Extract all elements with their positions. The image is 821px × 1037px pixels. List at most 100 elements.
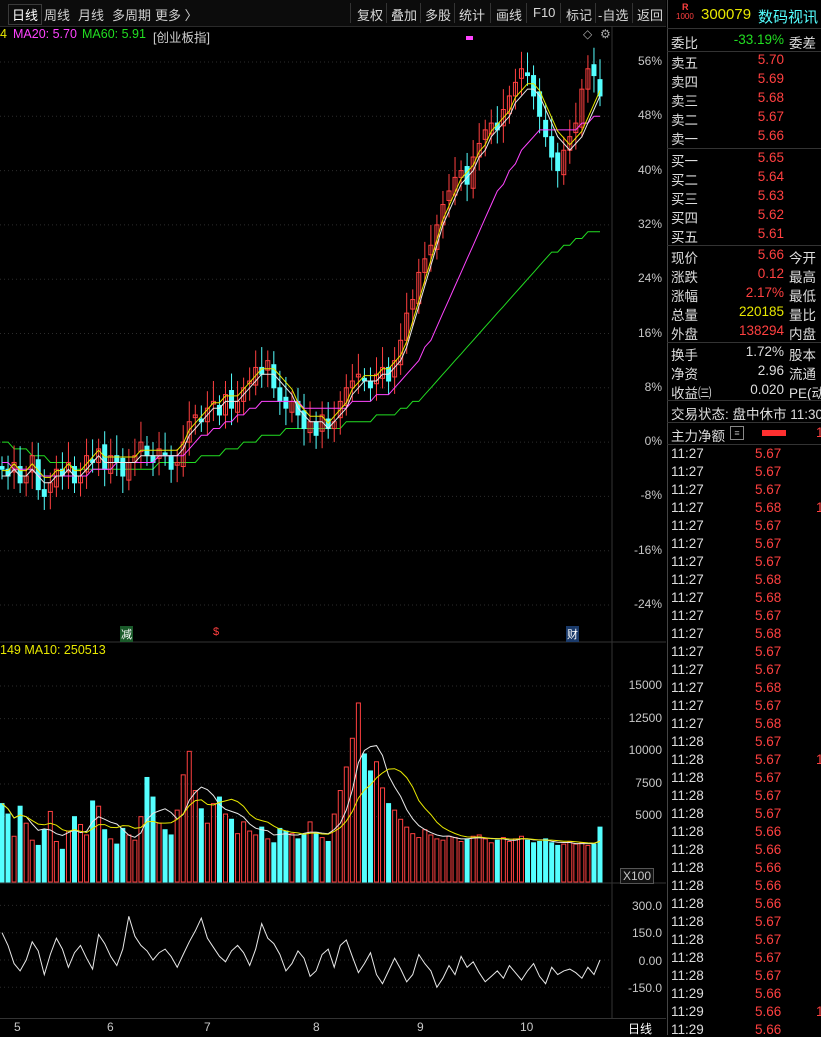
tab-more[interactable]: 更多 〉	[155, 8, 198, 23]
ask-row[interactable]: 卖一 5.66	[671, 128, 784, 147]
x-label-9: 9	[417, 1020, 424, 1034]
price-y-tick: 16%	[637, 325, 662, 340]
bid-row[interactable]: 买一 5.65	[671, 150, 784, 169]
f10-button[interactable]: F10	[533, 5, 556, 20]
back-button[interactable]: 返回	[637, 8, 664, 23]
volume-bar	[398, 818, 404, 883]
candle-body	[186, 421, 192, 443]
volume-y-tick: 7500	[635, 775, 662, 790]
tab-weekly[interactable]: 周线	[44, 8, 71, 23]
stat-row: 总量 220185 量比	[671, 304, 816, 323]
candle-body	[543, 119, 549, 138]
stock-name[interactable]: 数码视讯	[758, 9, 819, 26]
volume-bar	[307, 821, 313, 883]
volume-bar	[192, 790, 198, 883]
bid-row[interactable]: 买二 5.64	[671, 169, 784, 188]
candle-body	[168, 455, 174, 470]
volume-unit-badge[interactable]: X100	[620, 868, 655, 884]
volume-bar	[283, 830, 289, 883]
volume-bar	[289, 833, 295, 883]
tick-row: 11:28 5.66	[671, 878, 782, 893]
index-tag[interactable]: [创业板指]	[153, 31, 210, 45]
volume-bar	[452, 837, 458, 883]
tick-row: 11:28 5.67	[671, 788, 782, 803]
candle-body	[410, 299, 416, 310]
candle-body	[108, 455, 114, 474]
volume-bar	[23, 822, 29, 883]
event-tag-reduce[interactable]: 减	[120, 626, 133, 642]
volume-bar	[380, 787, 386, 883]
volume-bar	[90, 800, 96, 883]
kline-chart[interactable]	[0, 26, 666, 1035]
volume-y-tick: 12500	[628, 710, 662, 725]
bid-row[interactable]: 买四 5.62	[671, 207, 784, 226]
candle-body	[585, 68, 591, 90]
statistics-button[interactable]: 统计	[459, 8, 486, 23]
event-tag-finance[interactable]: 财	[566, 626, 579, 642]
tab-monthly[interactable]: 月线	[78, 8, 105, 23]
bid-row[interactable]: 买五 5.61	[671, 226, 784, 245]
tick-row: 11:27 5.67	[671, 518, 782, 533]
tick-row: 11:28 5.66	[671, 842, 782, 857]
volume-bar	[132, 839, 138, 883]
volume-bar	[295, 838, 301, 883]
candle-body	[144, 445, 150, 457]
volume-bar	[361, 753, 367, 883]
volume-bar	[222, 813, 228, 883]
x-label-5: 5	[14, 1020, 21, 1034]
volume-bar	[573, 843, 579, 883]
ask-row[interactable]: 卖五 5.70	[671, 52, 784, 71]
event-tag-dividend[interactable]: $	[213, 626, 220, 638]
restore-right-button[interactable]: 复权	[357, 8, 384, 23]
volume-bar	[416, 837, 422, 883]
ask-row[interactable]: 卖四 5.69	[671, 71, 784, 90]
candle-body	[0, 466, 5, 470]
volume-bar	[84, 834, 90, 883]
tick-row: 11:27 5.67	[671, 698, 782, 713]
tab-multi-period[interactable]: 多周期	[112, 8, 152, 23]
ask-row[interactable]: 卖三 5.68	[671, 90, 784, 109]
tab-daily[interactable]: 日线	[8, 4, 43, 25]
volume-bar	[367, 770, 373, 883]
volume-bar	[470, 835, 476, 883]
tick-list[interactable]: 11:27 5.67 11:27 5.67 11:27 5.67 11:27 5.68 1 11:…	[668, 446, 821, 1035]
volume-bar	[204, 822, 210, 883]
volume-bar	[108, 838, 114, 883]
volume-bar	[337, 790, 343, 883]
draw-line-button[interactable]: 画线	[496, 8, 523, 23]
tick-row: 11:28 5.67	[671, 770, 782, 785]
volume-bar	[591, 843, 597, 883]
period-label[interactable]: 日线	[628, 1022, 653, 1036]
stat-row: 涨跌 0.12 最高	[671, 266, 816, 285]
volume-bar	[482, 838, 488, 883]
indicator-line	[1, 916, 601, 989]
volume-bar	[168, 834, 174, 883]
volume-bar	[555, 844, 561, 883]
volume-bar	[404, 826, 410, 883]
price-y-tick: 32%	[637, 216, 662, 231]
volume-bar	[343, 766, 349, 883]
remove-watchlist-button[interactable]: -自选	[598, 8, 629, 23]
ma-legend-ma60: MA60: 5.91	[82, 27, 146, 41]
volume-bar	[259, 826, 265, 883]
ask-row[interactable]: 卖二 5.67	[671, 109, 784, 128]
overlay-button[interactable]: 叠加	[391, 8, 418, 23]
multi-stock-button[interactable]: 多股	[425, 8, 452, 23]
tick-row: 11:27 5.68	[671, 590, 782, 605]
indicator-y-tick: 150.0	[631, 926, 662, 941]
candle-body	[349, 380, 355, 389]
marker-icon	[466, 36, 473, 40]
diamond-icon[interactable]: ◇	[583, 27, 593, 41]
tick-row: 11:27 5.67	[671, 554, 782, 569]
tick-row: 11:28 5.67	[671, 914, 782, 929]
bid-row[interactable]: 买三 5.63	[671, 188, 784, 207]
table-icon[interactable]: ≡	[730, 426, 744, 440]
candle-body	[71, 466, 77, 484]
volume-bar	[180, 774, 186, 883]
volume-bar	[29, 839, 35, 883]
candle-body	[452, 176, 458, 196]
settings-icon[interactable]: ⚙	[600, 27, 611, 41]
mark-button[interactable]: 标记	[566, 8, 593, 23]
stock-code[interactable]: 300079	[701, 6, 752, 23]
volume-bar	[162, 829, 168, 883]
